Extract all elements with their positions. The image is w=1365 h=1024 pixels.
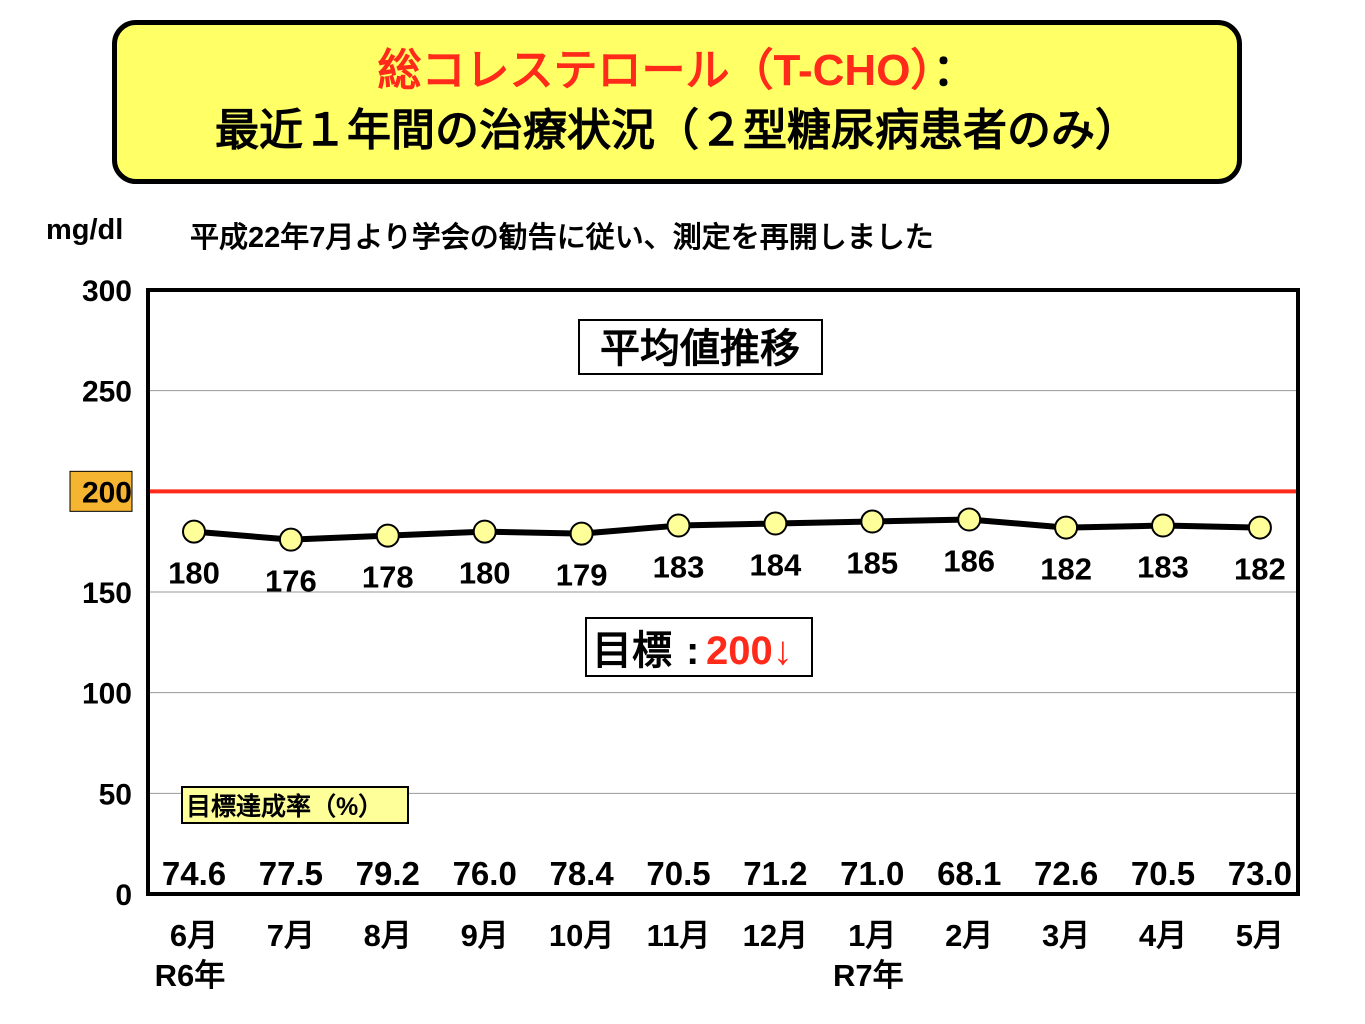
y-unit-label: mg/dl	[46, 214, 124, 246]
series-line	[193, 516, 1260, 543]
data-point	[375, 523, 400, 548]
target-label-value: 200↓	[706, 629, 793, 673]
title-colon: ：	[932, 46, 977, 95]
y-tick-label: 200	[82, 476, 132, 509]
achievement-rate-value: 76.0	[453, 855, 517, 892]
achievement-rate-value: 73.0	[1228, 855, 1292, 892]
x-tick-label: 11月	[647, 918, 711, 953]
data-point	[278, 527, 303, 552]
x-tick-label: 2月	[945, 918, 993, 953]
x-tick-label: 1月	[848, 918, 896, 953]
data-label: 180	[459, 556, 511, 591]
achievement-rate-label: 目標達成率（%）	[186, 792, 383, 821]
achievement-rate-value: 68.1	[937, 855, 1001, 892]
data-label: 183	[1137, 550, 1189, 585]
measurement-note: 平成22年7月より学会の勧告に従い、測定を再開しました	[190, 222, 934, 254]
data-point	[569, 521, 594, 546]
data-point	[666, 513, 691, 538]
title-main: 総コレステロール（T-CHO）	[377, 46, 933, 95]
data-point	[1151, 513, 1175, 538]
y-tick-label: 0	[115, 879, 132, 912]
data-label: 182	[1040, 552, 1092, 587]
x-year-label: R6年	[155, 958, 226, 993]
achievement-rate-label-box	[181, 786, 409, 824]
target-label-sep: :	[686, 629, 699, 673]
achievement-rate-value: 72.6	[1034, 855, 1098, 892]
achievement-rate-value: 78.4	[549, 855, 614, 892]
data-label: 179	[556, 558, 608, 593]
target-label-box	[585, 617, 813, 677]
achievement-rate-value: 71.0	[840, 855, 904, 892]
y-tick-label: 50	[99, 778, 132, 811]
chart-title-box	[578, 319, 823, 375]
title-line-1: 総コレステロール（T-CHO）：	[117, 41, 1237, 101]
x-tick-label: 3月	[1042, 918, 1090, 953]
x-tick-label: 6月	[170, 918, 218, 953]
data-label: 178	[362, 560, 414, 595]
title-line-2: 最近１年間の治療状況（２型糖尿病患者のみ）	[215, 106, 1139, 155]
y-tick-label: 300	[82, 275, 132, 308]
data-point	[1054, 515, 1079, 540]
data-label: 180	[168, 556, 220, 591]
x-tick-label: 9月	[461, 918, 509, 953]
data-point	[472, 519, 497, 544]
target-label-prefix: 目標	[592, 629, 672, 673]
x-tick-label: 7月	[267, 918, 315, 953]
data-point	[957, 507, 982, 532]
data-point	[1247, 515, 1272, 540]
data-label: 184	[750, 548, 802, 583]
data-label: 185	[846, 546, 898, 581]
data-label: 186	[943, 544, 995, 579]
achievement-rate-value: 70.5	[1131, 855, 1195, 892]
x-tick-label: 8月	[364, 918, 412, 953]
y-tick-label: 250	[82, 376, 132, 409]
x-year-label: R7年	[833, 958, 904, 993]
y-tick-label: 100	[82, 678, 132, 711]
highlighted-tick-bg	[69, 470, 133, 512]
x-tick-label: 5月	[1236, 918, 1284, 953]
achievement-rate-value: 79.2	[356, 855, 420, 892]
achievement-rate-value: 77.5	[259, 855, 323, 892]
data-label: 183	[653, 550, 705, 585]
achievement-rate-value: 71.2	[743, 855, 807, 892]
achievement-rate-value: 70.5	[646, 855, 710, 892]
y-tick-label: 150	[82, 577, 132, 610]
title-box: 総コレステロール（T-CHO）： 最近１年間の治療状況（２型糖尿病患者のみ）	[112, 20, 1242, 184]
plot-frame	[146, 288, 1300, 896]
data-point	[860, 509, 885, 534]
x-tick-label: 4月	[1139, 918, 1187, 953]
data-label: 182	[1234, 552, 1286, 587]
x-tick-label: 12月	[743, 918, 808, 953]
x-tick-label: 10月	[549, 918, 614, 953]
data-point	[182, 519, 206, 544]
chart-title: 平均値推移	[600, 327, 800, 371]
data-point	[763, 511, 788, 536]
data-label: 176	[265, 564, 317, 599]
achievement-rate-value: 74.6	[162, 855, 226, 892]
